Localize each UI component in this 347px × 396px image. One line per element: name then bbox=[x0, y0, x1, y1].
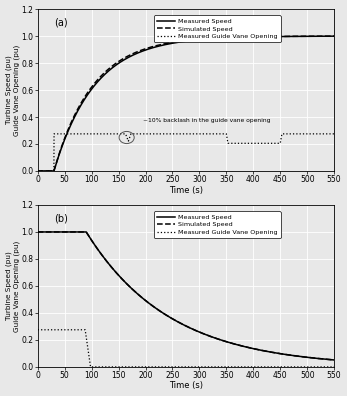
Measured Speed bbox=[269, 34, 273, 39]
Simulated Speed bbox=[180, 39, 184, 44]
Measured Guide Vane Opening bbox=[88, 364, 93, 369]
Measured Guide Vane Opening bbox=[36, 327, 40, 332]
Y-axis label: Turbine Speed (pu)
Guide Vane Opening (pu): Turbine Speed (pu) Guide Vane Opening (p… bbox=[6, 44, 20, 136]
Measured Guide Vane Opening bbox=[323, 131, 328, 136]
Measured Guide Vane Opening bbox=[180, 131, 184, 136]
Measured Speed bbox=[323, 357, 328, 362]
Line: Measured Guide Vane Opening: Measured Guide Vane Opening bbox=[38, 134, 334, 171]
Measured Guide Vane Opening bbox=[324, 364, 328, 369]
Text: (b): (b) bbox=[54, 213, 68, 223]
Simulated Speed bbox=[323, 34, 328, 38]
Line: Simulated Speed: Simulated Speed bbox=[38, 36, 334, 171]
Measured Speed bbox=[51, 230, 55, 234]
Simulated Speed bbox=[323, 357, 328, 362]
X-axis label: Time (s): Time (s) bbox=[169, 186, 203, 194]
Simulated Speed bbox=[269, 350, 273, 354]
Measured Speed bbox=[323, 357, 328, 362]
Measured Speed bbox=[172, 317, 176, 322]
Legend: Measured Speed, Simulated Speed, Measured Guide Vane Opening: Measured Speed, Simulated Speed, Measure… bbox=[154, 211, 281, 238]
Measured Guide Vane Opening bbox=[52, 131, 56, 136]
Measured Guide Vane Opening bbox=[332, 364, 336, 369]
Simulated Speed bbox=[172, 317, 176, 322]
Simulated Speed bbox=[332, 358, 336, 362]
Measured Speed bbox=[323, 34, 328, 38]
Measured Guide Vane Opening bbox=[172, 364, 176, 369]
Measured Guide Vane Opening bbox=[323, 364, 328, 369]
Legend: Measured Speed, Simulated Speed, Measured Guide Vane Opening: Measured Speed, Simulated Speed, Measure… bbox=[154, 15, 281, 42]
Text: ~10% backlash in the guide vane opening: ~10% backlash in the guide vane opening bbox=[143, 118, 270, 123]
Line: Measured Guide Vane Opening: Measured Guide Vane Opening bbox=[38, 330, 334, 367]
Measured Guide Vane Opening bbox=[51, 169, 55, 173]
Measured Speed bbox=[36, 230, 40, 234]
Measured Guide Vane Opening bbox=[180, 364, 184, 369]
Simulated Speed bbox=[323, 357, 328, 362]
Simulated Speed bbox=[332, 34, 336, 38]
Line: Measured Speed: Measured Speed bbox=[38, 36, 334, 171]
Measured Speed bbox=[180, 39, 184, 44]
Measured Speed bbox=[51, 169, 55, 173]
Simulated Speed bbox=[36, 169, 40, 173]
Simulated Speed bbox=[51, 169, 55, 173]
Measured Speed bbox=[269, 350, 273, 354]
Measured Guide Vane Opening bbox=[332, 131, 336, 136]
Simulated Speed bbox=[323, 34, 328, 38]
Measured Speed bbox=[332, 34, 336, 38]
Measured Guide Vane Opening bbox=[269, 364, 273, 369]
Measured Speed bbox=[36, 169, 40, 173]
X-axis label: Time (s): Time (s) bbox=[169, 381, 203, 390]
Measured Speed bbox=[332, 358, 336, 362]
Simulated Speed bbox=[172, 40, 176, 44]
Y-axis label: Turbine Speed (pu)
Guide Vane Opening (pu): Turbine Speed (pu) Guide Vane Opening (p… bbox=[6, 240, 20, 331]
Measured Guide Vane Opening bbox=[324, 131, 328, 136]
Measured Speed bbox=[172, 40, 176, 45]
Simulated Speed bbox=[269, 34, 273, 39]
Simulated Speed bbox=[180, 322, 184, 326]
Text: (a): (a) bbox=[54, 17, 68, 27]
Measured Guide Vane Opening bbox=[269, 141, 273, 146]
Measured Speed bbox=[180, 322, 184, 326]
Measured Guide Vane Opening bbox=[172, 131, 176, 136]
Simulated Speed bbox=[51, 230, 55, 234]
Measured Speed bbox=[323, 34, 328, 38]
Simulated Speed bbox=[36, 230, 40, 234]
Measured Guide Vane Opening bbox=[51, 327, 55, 332]
Line: Measured Speed: Measured Speed bbox=[38, 232, 334, 360]
Measured Guide Vane Opening bbox=[36, 169, 40, 173]
Line: Simulated Speed: Simulated Speed bbox=[38, 232, 334, 360]
